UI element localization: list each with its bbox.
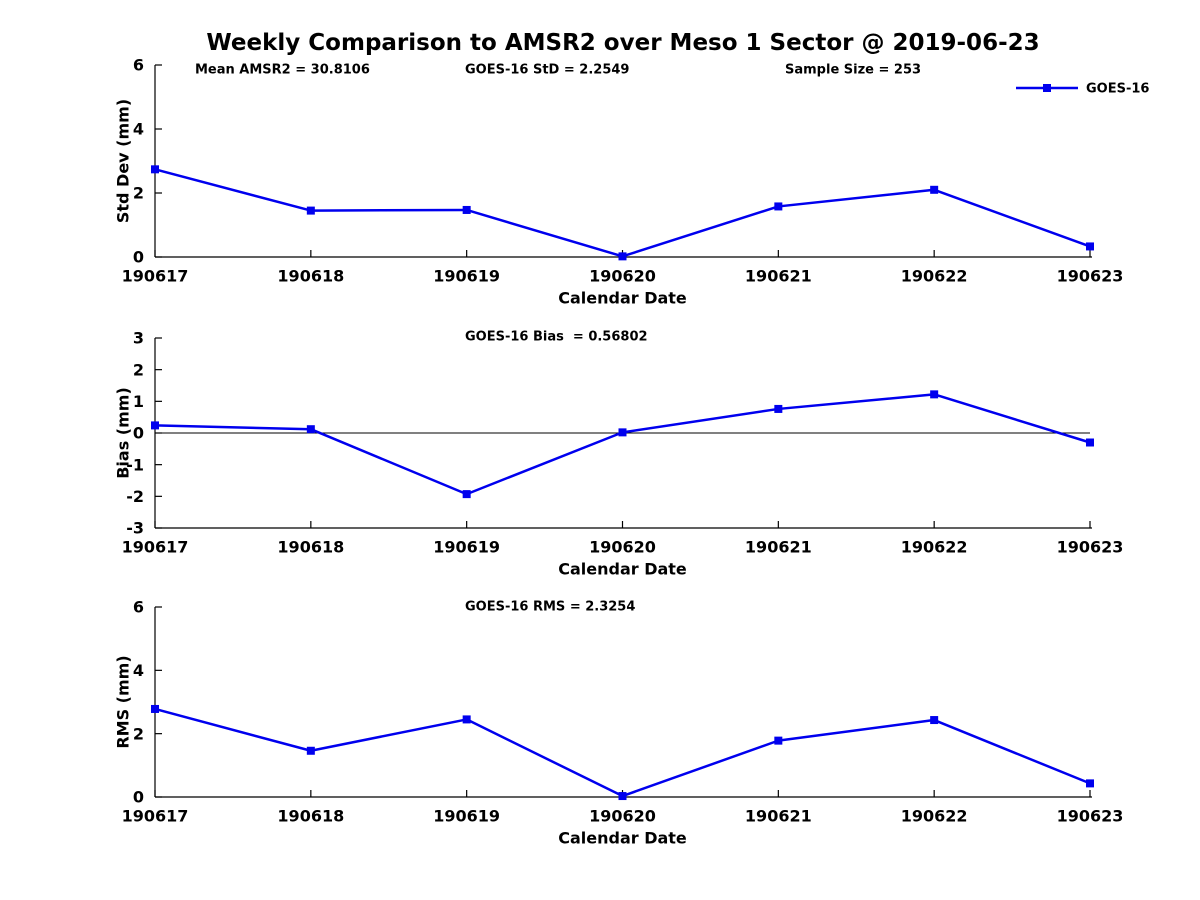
x-tick-label: 190621 (745, 267, 812, 286)
subplot-std-dev: 0 2 4 6 190617 190618 190619 190620 190621 190622… (114, 56, 1150, 308)
data-point-marker (1086, 779, 1094, 788)
x-tick-label: 190622 (901, 538, 968, 557)
data-point-marker (306, 746, 315, 755)
data-point-marker (151, 704, 159, 713)
y-tick-label: 4 (133, 120, 144, 139)
y-tick-label: 2 (133, 724, 144, 743)
y-tick-label: 2 (133, 360, 144, 379)
x-tick-label: 190618 (277, 538, 344, 557)
y-tick-label: 6 (133, 598, 144, 617)
subplot-rms: 0 2 4 6 190617 190618 190619 190620 190621 190622… (114, 598, 1124, 848)
y-tick-label: -2 (126, 487, 144, 506)
data-point-marker (618, 252, 627, 261)
annotation-text: Mean AMSR2 = 30.8106 (195, 63, 370, 78)
legend-marker (1043, 84, 1051, 92)
legend: GOES-16 (1016, 82, 1149, 97)
legend-label: GOES-16 (1086, 82, 1149, 97)
data-point-marker (618, 792, 627, 801)
annotation-text: GOES-16 StD = 2.2549 (465, 63, 629, 78)
y-tick-label: 0 (133, 248, 144, 267)
data-point-marker (774, 736, 783, 745)
series-line (154, 168, 1091, 258)
x-tick-label: 190620 (589, 267, 656, 286)
x-tick-label: 190620 (589, 807, 656, 826)
data-point-marker (462, 490, 471, 499)
x-axis-label: Calendar Date (558, 289, 687, 308)
y-tick-label: 1 (133, 392, 144, 411)
figure-title: Weekly Comparison to AMSR2 over Meso 1 S… (206, 30, 1040, 56)
data-point-marker (151, 421, 159, 430)
data-point-marker (930, 716, 939, 725)
y-tick-label: 0 (133, 788, 144, 807)
subplot-bias: -3 -2 -1 0 1 2 3 190617 190618 190619 190620 190621… (114, 329, 1124, 579)
data-point-marker (618, 428, 627, 437)
data-point-marker (306, 206, 315, 215)
x-tick-label: 190617 (122, 807, 189, 826)
y-tick-label: -1 (126, 455, 144, 474)
y-tick-label: 0 (133, 424, 144, 443)
data-point-marker (774, 202, 783, 211)
data-point-marker (930, 390, 939, 399)
x-tick-label: 190621 (745, 538, 812, 557)
data-point-marker (151, 165, 159, 174)
y-axis-label: Std Dev (mm) (114, 99, 133, 223)
annotation-text: GOES-16 Bias = 0.56802 (465, 330, 648, 345)
annotation-text: Sample Size = 253 (785, 63, 921, 78)
y-tick-label: 3 (133, 329, 144, 348)
data-point-marker (930, 185, 939, 194)
x-tick-label: 190617 (122, 267, 189, 286)
x-tick-label: 190618 (277, 807, 344, 826)
x-tick-label: 190618 (277, 267, 344, 286)
x-axis-label: Calendar Date (558, 560, 687, 579)
x-tick-label: 190620 (589, 538, 656, 557)
data-point-marker (462, 715, 471, 724)
data-point-marker (1086, 242, 1094, 251)
y-axis-label: RMS (mm) (114, 655, 133, 748)
annotation-text: GOES-16 RMS = 2.3254 (465, 600, 635, 615)
x-axis-label: Calendar Date (558, 829, 687, 848)
x-tick-label: 190619 (433, 267, 500, 286)
data-point-marker (306, 425, 315, 434)
data-point-marker (1086, 438, 1094, 447)
x-tick-label: 190623 (1057, 538, 1124, 557)
x-tick-label: 190623 (1057, 267, 1124, 286)
series-line (154, 393, 1091, 496)
data-point-marker (462, 205, 471, 214)
y-tick-label: 6 (133, 56, 144, 75)
y-tick-label: 4 (133, 661, 144, 680)
series-line (154, 707, 1091, 798)
x-tick-label: 190617 (122, 538, 189, 557)
x-tick-label: 190622 (901, 267, 968, 286)
x-tick-label: 190623 (1057, 807, 1124, 826)
y-tick-label: -3 (126, 519, 144, 538)
x-tick-label: 190619 (433, 538, 500, 557)
x-tick-label: 190619 (433, 807, 500, 826)
y-tick-label: 2 (133, 184, 144, 203)
x-tick-label: 190622 (901, 807, 968, 826)
x-tick-label: 190621 (745, 807, 812, 826)
y-axis-label: Bias (mm) (114, 387, 133, 479)
data-point-marker (774, 404, 783, 413)
